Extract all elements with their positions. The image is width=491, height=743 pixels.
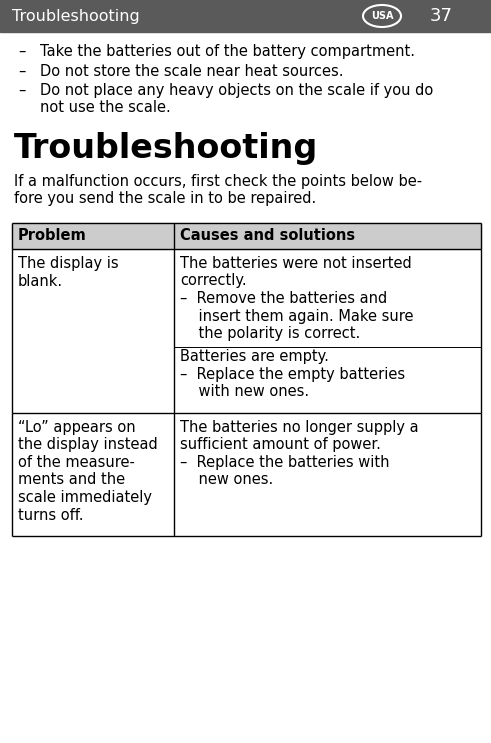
Text: If a malfunction occurs, first check the points below be-: If a malfunction occurs, first check the… [14,174,422,189]
Bar [0,0,491,32]
Text: Do not store the scale near heat sources.: Do not store the scale near heat sources… [40,63,344,79]
Text: fore you send the scale in to be repaired.: fore you send the scale in to be repaire… [14,192,316,207]
Text: of the measure-: of the measure- [18,455,135,470]
Text: 37: 37 [430,7,453,25]
Text: ments and the: ments and the [18,473,125,487]
Text: Troubleshooting: Troubleshooting [12,8,140,24]
Text: The batteries were not inserted: The batteries were not inserted [180,256,412,271]
Text: the display instead: the display instead [18,438,158,452]
Text: scale immediately: scale immediately [18,490,152,505]
Text: blank.: blank. [18,273,63,288]
Text: not use the scale.: not use the scale. [40,100,171,115]
Text: Problem: Problem [18,229,87,244]
Text: Do not place any heavy objects on the scale if you do: Do not place any heavy objects on the sc… [40,83,433,98]
Text: with new ones.: with new ones. [180,384,309,400]
Text: USA: USA [371,11,393,21]
Text: insert them again. Make sure: insert them again. Make sure [180,308,413,323]
Text: –  Replace the empty batteries: – Replace the empty batteries [180,367,405,382]
Text: The display is: The display is [18,256,119,271]
Text: –: – [18,63,26,79]
Text: Causes and solutions: Causes and solutions [180,229,355,244]
Text: –  Replace the batteries with: – Replace the batteries with [180,455,389,470]
Text: The batteries no longer supply a: The batteries no longer supply a [180,420,419,435]
Text: –  Remove the batteries and: – Remove the batteries and [180,291,387,306]
Text: Take the batteries out of the battery compartment.: Take the batteries out of the battery co… [40,44,415,59]
Text: new ones.: new ones. [180,473,273,487]
Text: correctly.: correctly. [180,273,246,288]
Text: “Lo” appears on: “Lo” appears on [18,420,136,435]
Text: sufficient amount of power.: sufficient amount of power. [180,438,381,452]
Text: –: – [18,44,26,59]
Text: the polarity is correct.: the polarity is correct. [180,326,360,341]
Text: –: – [18,83,26,98]
Text: Troubleshooting: Troubleshooting [14,132,318,165]
Bar [12,223,481,249]
Text: Batteries are empty.: Batteries are empty. [180,349,329,365]
Text: turns off.: turns off. [18,507,83,522]
